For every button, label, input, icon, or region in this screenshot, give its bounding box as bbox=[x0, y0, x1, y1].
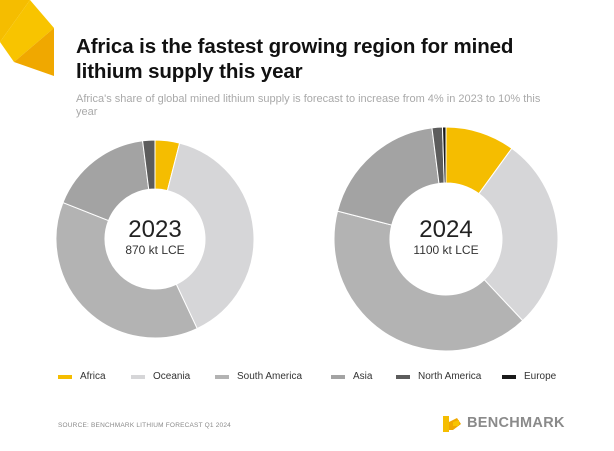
donut-center-total-2023: 870 kt LCE bbox=[125, 243, 184, 257]
legend-swatch bbox=[331, 374, 345, 379]
legend-swatch bbox=[58, 374, 72, 379]
legend-item-oceania: Oceania bbox=[131, 371, 190, 382]
legend-label: North America bbox=[418, 371, 482, 382]
legend-label: Europe bbox=[524, 371, 557, 382]
slice-2023-oceania bbox=[166, 142, 255, 330]
legend-swatch bbox=[396, 374, 410, 379]
legend-label: Oceania bbox=[153, 371, 191, 382]
slice-2024-asia bbox=[336, 127, 440, 226]
donut-center-total-2024: 1100 kt LCE bbox=[413, 243, 478, 257]
donut-center-year-2024: 2024 bbox=[419, 216, 472, 243]
legend-item-asia: Asia bbox=[331, 371, 372, 382]
legend-label: Africa bbox=[80, 371, 106, 382]
legend-item-north-america: North America bbox=[396, 371, 481, 382]
legend-swatch bbox=[502, 374, 516, 379]
benchmark-corner-logo-icon bbox=[0, 0, 54, 76]
legend-swatch bbox=[131, 374, 145, 379]
chart-title: Africa is the fastest growing region for… bbox=[76, 35, 514, 83]
slice-2023-north-america bbox=[142, 139, 156, 190]
slice-2024-europe bbox=[441, 126, 447, 184]
legend-label: South America bbox=[237, 371, 303, 382]
legend-item-africa: Africa bbox=[58, 371, 106, 382]
legend-swatch bbox=[215, 374, 229, 379]
donut-center-year-2023: 2023 bbox=[128, 216, 181, 243]
source-note: SOURCE: BENCHMARK LITHIUM FORECAST Q1 20… bbox=[58, 422, 231, 429]
slice-2024-south-america bbox=[333, 210, 524, 352]
slice-2023-south-america bbox=[55, 201, 198, 339]
legend-label: Asia bbox=[353, 371, 373, 382]
legend-item-europe: Europe bbox=[502, 371, 556, 382]
benchmark-brand: BENCHMARK bbox=[441, 412, 565, 434]
brand-name: BENCHMARK bbox=[467, 415, 565, 431]
chart-subtitle: Africa's share of global mined lithium s… bbox=[76, 93, 541, 118]
slice-2024-oceania bbox=[478, 147, 559, 322]
benchmark-logo-icon bbox=[443, 416, 461, 432]
legend-item-south-america: South America bbox=[215, 371, 302, 382]
chart-legend: Africa Oceania South America Asia North Amer… bbox=[0, 371, 614, 385]
